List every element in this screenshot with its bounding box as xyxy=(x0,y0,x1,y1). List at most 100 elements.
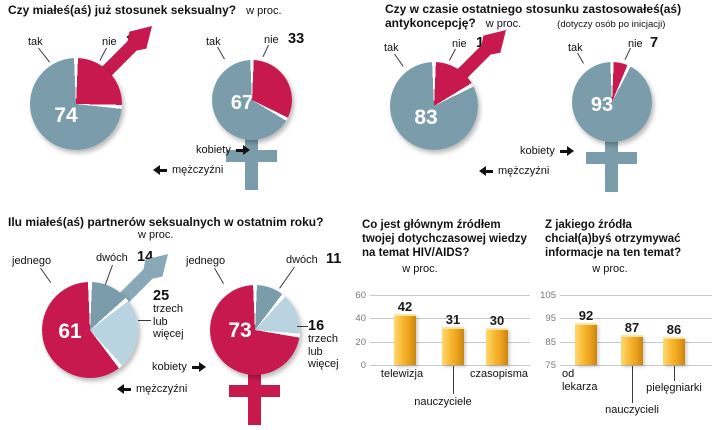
y-tick-label: 95 xyxy=(545,313,556,325)
bar-value: 86 xyxy=(666,322,682,338)
q3-title: Ilu miałeś(aś) partnerów seksualnych w o… xyxy=(8,215,324,229)
q3-female-trzech-label: trzech lub więcej xyxy=(308,333,339,370)
y-tick-label: 20 xyxy=(355,336,366,348)
q3-female-jednego-value: 73 xyxy=(228,319,252,342)
pie-q2-male: 83 xyxy=(390,30,506,150)
chart1-title: Co jest głównym źródłem twojej dotychcza… xyxy=(362,219,527,259)
q1-title: Czy miałeś(aś) już stosunek seksualny? w … xyxy=(8,3,282,17)
gridline: 40 xyxy=(355,313,530,324)
chart2-cat-od-lekarza: od lekarza xyxy=(562,368,598,393)
bar-value: 30 xyxy=(489,313,505,328)
q1-male-tak-label: tak xyxy=(28,36,43,48)
q2-male-nie-label: nie xyxy=(452,38,467,50)
q1-title-text: Czy miałeś(aś) już stosunek seksualny? xyxy=(8,3,237,17)
legend-kobiety-label: kobiety xyxy=(196,144,231,156)
q3-male-trzech-value: 25 xyxy=(153,288,170,304)
male-symbol-arrow-icon xyxy=(455,30,506,81)
chart1-cat-czasopisma: czasopisma xyxy=(469,368,529,380)
gridline: 60 xyxy=(355,290,530,301)
section-q1: Czy miałeś(aś) już stosunek seksualny? w … xyxy=(0,0,360,210)
q2-male-tak-label: tak xyxy=(384,42,399,54)
legend-mezczyzni: mężczyźni xyxy=(152,164,223,176)
q1-female-tak-value: 67 xyxy=(230,92,254,114)
female-symbol-cross-icon xyxy=(586,136,637,192)
pie-q1-male-circle xyxy=(30,58,122,150)
bar-value: 87 xyxy=(624,320,640,335)
legend-mezczyzni: mężczyźni xyxy=(478,165,549,177)
arrow-left-icon xyxy=(152,165,167,176)
legend-kobiety: kobiety xyxy=(196,144,251,156)
leader-line xyxy=(138,320,151,321)
q1-unit: w proc. xyxy=(246,5,282,17)
bar-chart-knowledge-sources: 0 20 40 60 42 31 30 xyxy=(355,290,530,371)
y-tick-label: 75 xyxy=(545,360,556,371)
section-sources: Co jest głównym źródłem twojej dotychcza… xyxy=(355,210,720,430)
arrow-left-icon xyxy=(478,166,493,177)
section-q3: Ilu miałeś(aś) partnerów seksualnych w o… xyxy=(0,210,360,430)
chart2-unit: w proc. xyxy=(592,263,628,275)
q2-title-line2: antykoncepcję? w proc. (dotyczy osób po in… xyxy=(385,16,665,30)
q2-male-tak-value: 83 xyxy=(414,106,438,129)
q1-male-nie-label: nie xyxy=(102,36,117,48)
legend-mezczyzni-label: mężczyźni xyxy=(172,164,224,176)
bar-chart-preferred-sources: 75 85 95 105 92 87 86 xyxy=(540,290,712,371)
q3-female-jednego-label: jednego xyxy=(186,255,226,267)
pie-q3-male: 61 xyxy=(42,254,168,378)
pie-q2-female-circle xyxy=(572,62,652,142)
gridline: 95 xyxy=(545,313,712,324)
section-q2: Czy w czasie ostatniego stosunku zastoso… xyxy=(360,0,720,210)
pie-q2-male-circle xyxy=(390,62,478,150)
leader-line xyxy=(262,44,269,57)
male-symbol-arrow-icon xyxy=(117,254,168,305)
y-tick-label: 85 xyxy=(545,336,556,348)
gridline: 75 xyxy=(545,360,712,371)
chart1-cat-telewizja: telewizja xyxy=(380,368,424,380)
chart2-cat-pielegniarki: pielęgniarki xyxy=(646,382,702,394)
q3-male-jednego-value: 61 xyxy=(58,320,82,343)
y-tick-label: 105 xyxy=(540,290,556,301)
bar-czasopisma: 30 xyxy=(486,313,508,365)
q1-male-tak-value: 74 xyxy=(54,104,78,127)
legend-mezczyzni: mężczyźni xyxy=(116,383,187,395)
legend-mezczyzni-label: mężczyźni xyxy=(136,383,188,395)
gridline: 105 xyxy=(540,290,712,301)
q1-female-nie-value: 33 xyxy=(288,31,305,47)
q3-male-dwoch-label: dwóch xyxy=(96,252,128,264)
chart2-cat-nauczycieli: nauczycieli xyxy=(605,404,659,416)
q2-female-nie-value: 7 xyxy=(650,35,659,51)
arrow-right-icon xyxy=(559,146,575,157)
legend-kobiety: kobiety xyxy=(152,361,207,373)
legend-mezczyzni-label: mężczyźni xyxy=(498,165,550,177)
leader-line xyxy=(632,366,633,403)
q1-female-nie-label: nie xyxy=(264,34,279,46)
q2-female-nie-label: nie xyxy=(628,38,643,50)
q1-female-tak-label: tak xyxy=(206,36,221,48)
legend-kobiety: kobiety xyxy=(520,145,575,157)
leader-line xyxy=(624,47,631,60)
y-tick-label: 60 xyxy=(355,290,366,301)
bar-telewizja: 42 xyxy=(394,299,416,365)
chart2-title: Z jakiego źródła chciał(a)byś otrzymywać… xyxy=(545,219,682,259)
pie-q3-female: 73 xyxy=(210,285,300,425)
legend-kobiety-label: kobiety xyxy=(152,361,187,373)
pie-q1-male: 74 xyxy=(30,26,152,150)
bar-pielegniarki: 86 xyxy=(663,322,685,365)
chart1-cat-nauczyciele: nauczyciele xyxy=(414,396,472,408)
arrow-right-icon xyxy=(191,362,207,373)
leader-line xyxy=(40,267,52,284)
pie-q1-female: 67 xyxy=(212,60,292,190)
bar-od-lekarza: 92 xyxy=(575,308,597,365)
q2-note: (dotyczy osób po inicjacji) xyxy=(557,19,666,30)
leader-line xyxy=(297,326,308,327)
q3-unit: w proc. xyxy=(138,229,174,241)
leader-line xyxy=(217,46,225,60)
leader-line xyxy=(214,267,224,284)
bar-value: 92 xyxy=(578,308,594,324)
arrow-right-icon xyxy=(235,145,251,156)
q2-title-line1: Czy w czasie ostatniego stosunku zastoso… xyxy=(385,2,682,16)
female-symbol-cross-icon xyxy=(229,369,280,425)
arrow-left-icon xyxy=(116,384,131,395)
legend-kobiety-label: kobiety xyxy=(520,145,555,157)
q2-female-tak-value: 93 xyxy=(590,94,614,116)
